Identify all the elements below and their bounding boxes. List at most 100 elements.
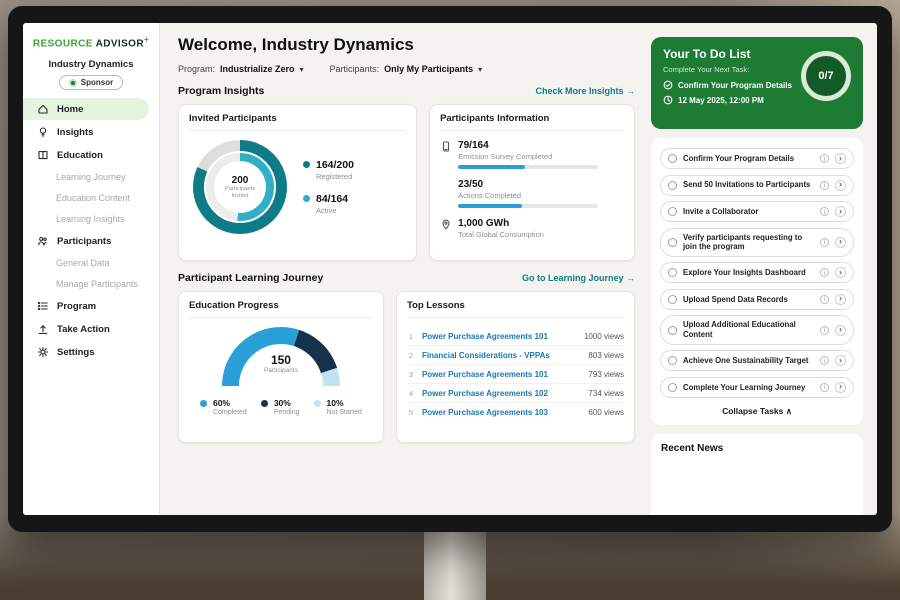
legend-value: 10% <box>326 398 344 408</box>
legend-label: Not Started <box>326 409 362 416</box>
task-checkbox[interactable] <box>668 237 677 247</box>
lesson-views: 734 views <box>588 388 624 398</box>
card-title: Invited Participants <box>189 113 407 131</box>
app-logo: RESOURCE ADVISOR+ <box>23 35 159 49</box>
take-action-icon <box>37 323 49 335</box>
sidebar-item-learning-journey[interactable]: Learning Journey <box>23 167 149 187</box>
sidebar-item-general-data[interactable]: General Data <box>23 253 149 273</box>
todo-column: Your To Do List Complete Your Next Task:… <box>649 23 877 515</box>
sidebar-item-label: Program <box>57 300 97 312</box>
lesson-rank: 4 <box>408 388 414 398</box>
todo-progress-ring: 0/7 <box>801 51 851 101</box>
info-icon[interactable]: i <box>820 356 829 366</box>
task-item[interactable]: Explore Your Insights Dashboard i › <box>660 262 854 284</box>
task-checkbox[interactable] <box>668 294 677 304</box>
task-item[interactable]: Upload Spend Data Records i › <box>660 288 854 310</box>
legend-registered: 164/200 Registered <box>303 159 354 181</box>
task-item[interactable]: Verify participants requesting to join t… <box>660 227 854 257</box>
recent-news-card: Recent News <box>651 434 863 515</box>
task-checkbox[interactable] <box>668 207 677 216</box>
learning-journey-cards: Education Progress 150 Participants <box>178 291 635 443</box>
task-checkbox[interactable] <box>668 356 677 366</box>
lesson-row: 5 Power Purchase Agreements 103 600 view… <box>407 403 624 421</box>
chevron-right-icon[interactable]: › <box>835 381 846 393</box>
task-checkbox[interactable] <box>668 180 677 190</box>
invited-legend-dot <box>303 161 310 168</box>
lesson-link[interactable]: Power Purchase Agreements 101 <box>421 331 548 341</box>
sponsor-badge[interactable]: Sponsor <box>59 75 123 91</box>
gauge-legend-dot <box>260 400 268 407</box>
sidebar-item-home[interactable]: Home <box>23 98 149 121</box>
task-item[interactable]: Upload Additional Educational Content i … <box>660 315 854 345</box>
sidebar-item-settings[interactable]: Settings <box>23 341 149 363</box>
legend-value: 60% <box>212 398 230 408</box>
task-item[interactable]: Achieve One Sustainability Target i › <box>660 350 854 372</box>
legend-label: Registered <box>316 172 353 181</box>
education-progress-card: Education Progress 150 Participants <box>178 291 384 443</box>
learning-journey-header: Participant Learning Journey Go to Learn… <box>178 272 635 284</box>
filter-bar: Program: Industrialize Zero ▾ Participan… <box>178 64 635 74</box>
donut-center-label: Participants Invited <box>224 185 256 199</box>
chevron-right-icon[interactable]: › <box>835 179 846 191</box>
sidebar-item-participants[interactable]: Participants <box>23 230 149 252</box>
sidebar-item-manage-participants[interactable]: Manage Participants <box>23 274 149 294</box>
participants-filter-dropdown[interactable]: Participants: Only My Participants ▾ <box>330 64 483 74</box>
info-icon[interactable]: i <box>820 268 829 278</box>
todo-due: 12 May 2025, 12:00 PM <box>663 95 851 105</box>
chevron-right-icon[interactable]: › <box>835 355 846 367</box>
collapse-tasks-link[interactable]: Collapse Tasks ∧ <box>722 406 792 417</box>
chevron-right-icon[interactable]: › <box>835 236 846 248</box>
chevron-right-icon[interactable]: › <box>835 153 846 164</box>
chevron-right-icon[interactable]: › <box>835 206 846 217</box>
section-title: Participant Learning Journey <box>178 272 324 284</box>
lesson-link[interactable]: Power Purchase Agreements 103 <box>421 407 548 417</box>
go-to-learning-journey-link[interactable]: Go to Learning Journey → <box>521 273 635 283</box>
task-checkbox[interactable] <box>668 382 677 392</box>
card-title: Top Lessons <box>406 300 624 318</box>
task-checkbox[interactable] <box>668 154 677 163</box>
todo-subtitle: Complete Your Next Task: <box>663 65 750 74</box>
task-label: Confirm Your Program Details <box>683 153 795 163</box>
chevron-right-icon[interactable]: › <box>835 267 846 279</box>
info-icon[interactable]: i <box>820 382 829 392</box>
task-item[interactable]: Send 50 Invitations to Participants i › <box>660 174 854 196</box>
task-item[interactable]: Confirm Your Program Details i › <box>660 148 854 169</box>
chevron-right-icon[interactable]: › <box>835 293 846 305</box>
chevron-right-icon[interactable]: › <box>835 324 846 336</box>
sidebar-item-program[interactable]: Program <box>23 295 149 317</box>
program-filter-dropdown[interactable]: Program: Industrialize Zero ▾ <box>178 64 304 74</box>
sidebar-item-take-action[interactable]: Take Action <box>23 318 149 340</box>
lesson-views: 1000 views <box>583 331 624 341</box>
sidebar-item-education[interactable]: Education <box>23 144 149 166</box>
task-label: Upload Spend Data Records <box>683 294 788 304</box>
info-icon[interactable]: i <box>820 325 829 335</box>
check-circle-icon <box>663 80 673 90</box>
sidebar-item-label: Participants <box>57 235 112 247</box>
info-icon[interactable]: i <box>820 180 829 190</box>
sidebar-item-education-content[interactable]: Education Content <box>23 188 149 208</box>
check-more-insights-link[interactable]: Check More Insights → <box>535 86 635 96</box>
task-item[interactable]: Complete Your Learning Journey i › <box>660 376 854 398</box>
logo-plus: + <box>143 35 150 44</box>
sponsor-icon <box>68 78 77 87</box>
sidebar: RESOURCE ADVISOR+ Industry Dynamics Spon… <box>23 23 160 515</box>
settings-gear-icon <box>37 346 49 358</box>
lesson-link[interactable]: Power Purchase Agreements 101 <box>421 369 548 379</box>
task-item[interactable]: Invite a Collaborator i › <box>660 201 854 222</box>
legend-pending: 30% Pending <box>260 398 300 416</box>
sidebar-item-insights[interactable]: Insights <box>23 121 149 143</box>
lesson-link[interactable]: Financial Considerations - VPPAs <box>421 350 550 360</box>
task-checkbox[interactable] <box>668 268 677 278</box>
info-icon[interactable]: i <box>820 237 829 247</box>
info-icon[interactable]: i <box>820 294 829 304</box>
info-row-emission-survey: 79/164 Emission Survey Completed <box>440 140 624 169</box>
lesson-link[interactable]: Power Purchase Agreements 102 <box>421 388 548 398</box>
info-icon[interactable]: i <box>820 207 829 216</box>
monitor-bezel: RESOURCE ADVISOR+ Industry Dynamics Spon… <box>8 6 892 532</box>
sidebar-item-label: Learning Insights <box>56 214 125 225</box>
invited-donut-chart: 200 Participants Invited 164/200 Registe… <box>189 140 406 234</box>
sidebar-item-learning-insights[interactable]: Learning Insights <box>23 209 149 229</box>
info-icon[interactable]: i <box>820 154 829 163</box>
task-checkbox[interactable] <box>668 325 677 335</box>
monitor-stand <box>424 528 486 600</box>
